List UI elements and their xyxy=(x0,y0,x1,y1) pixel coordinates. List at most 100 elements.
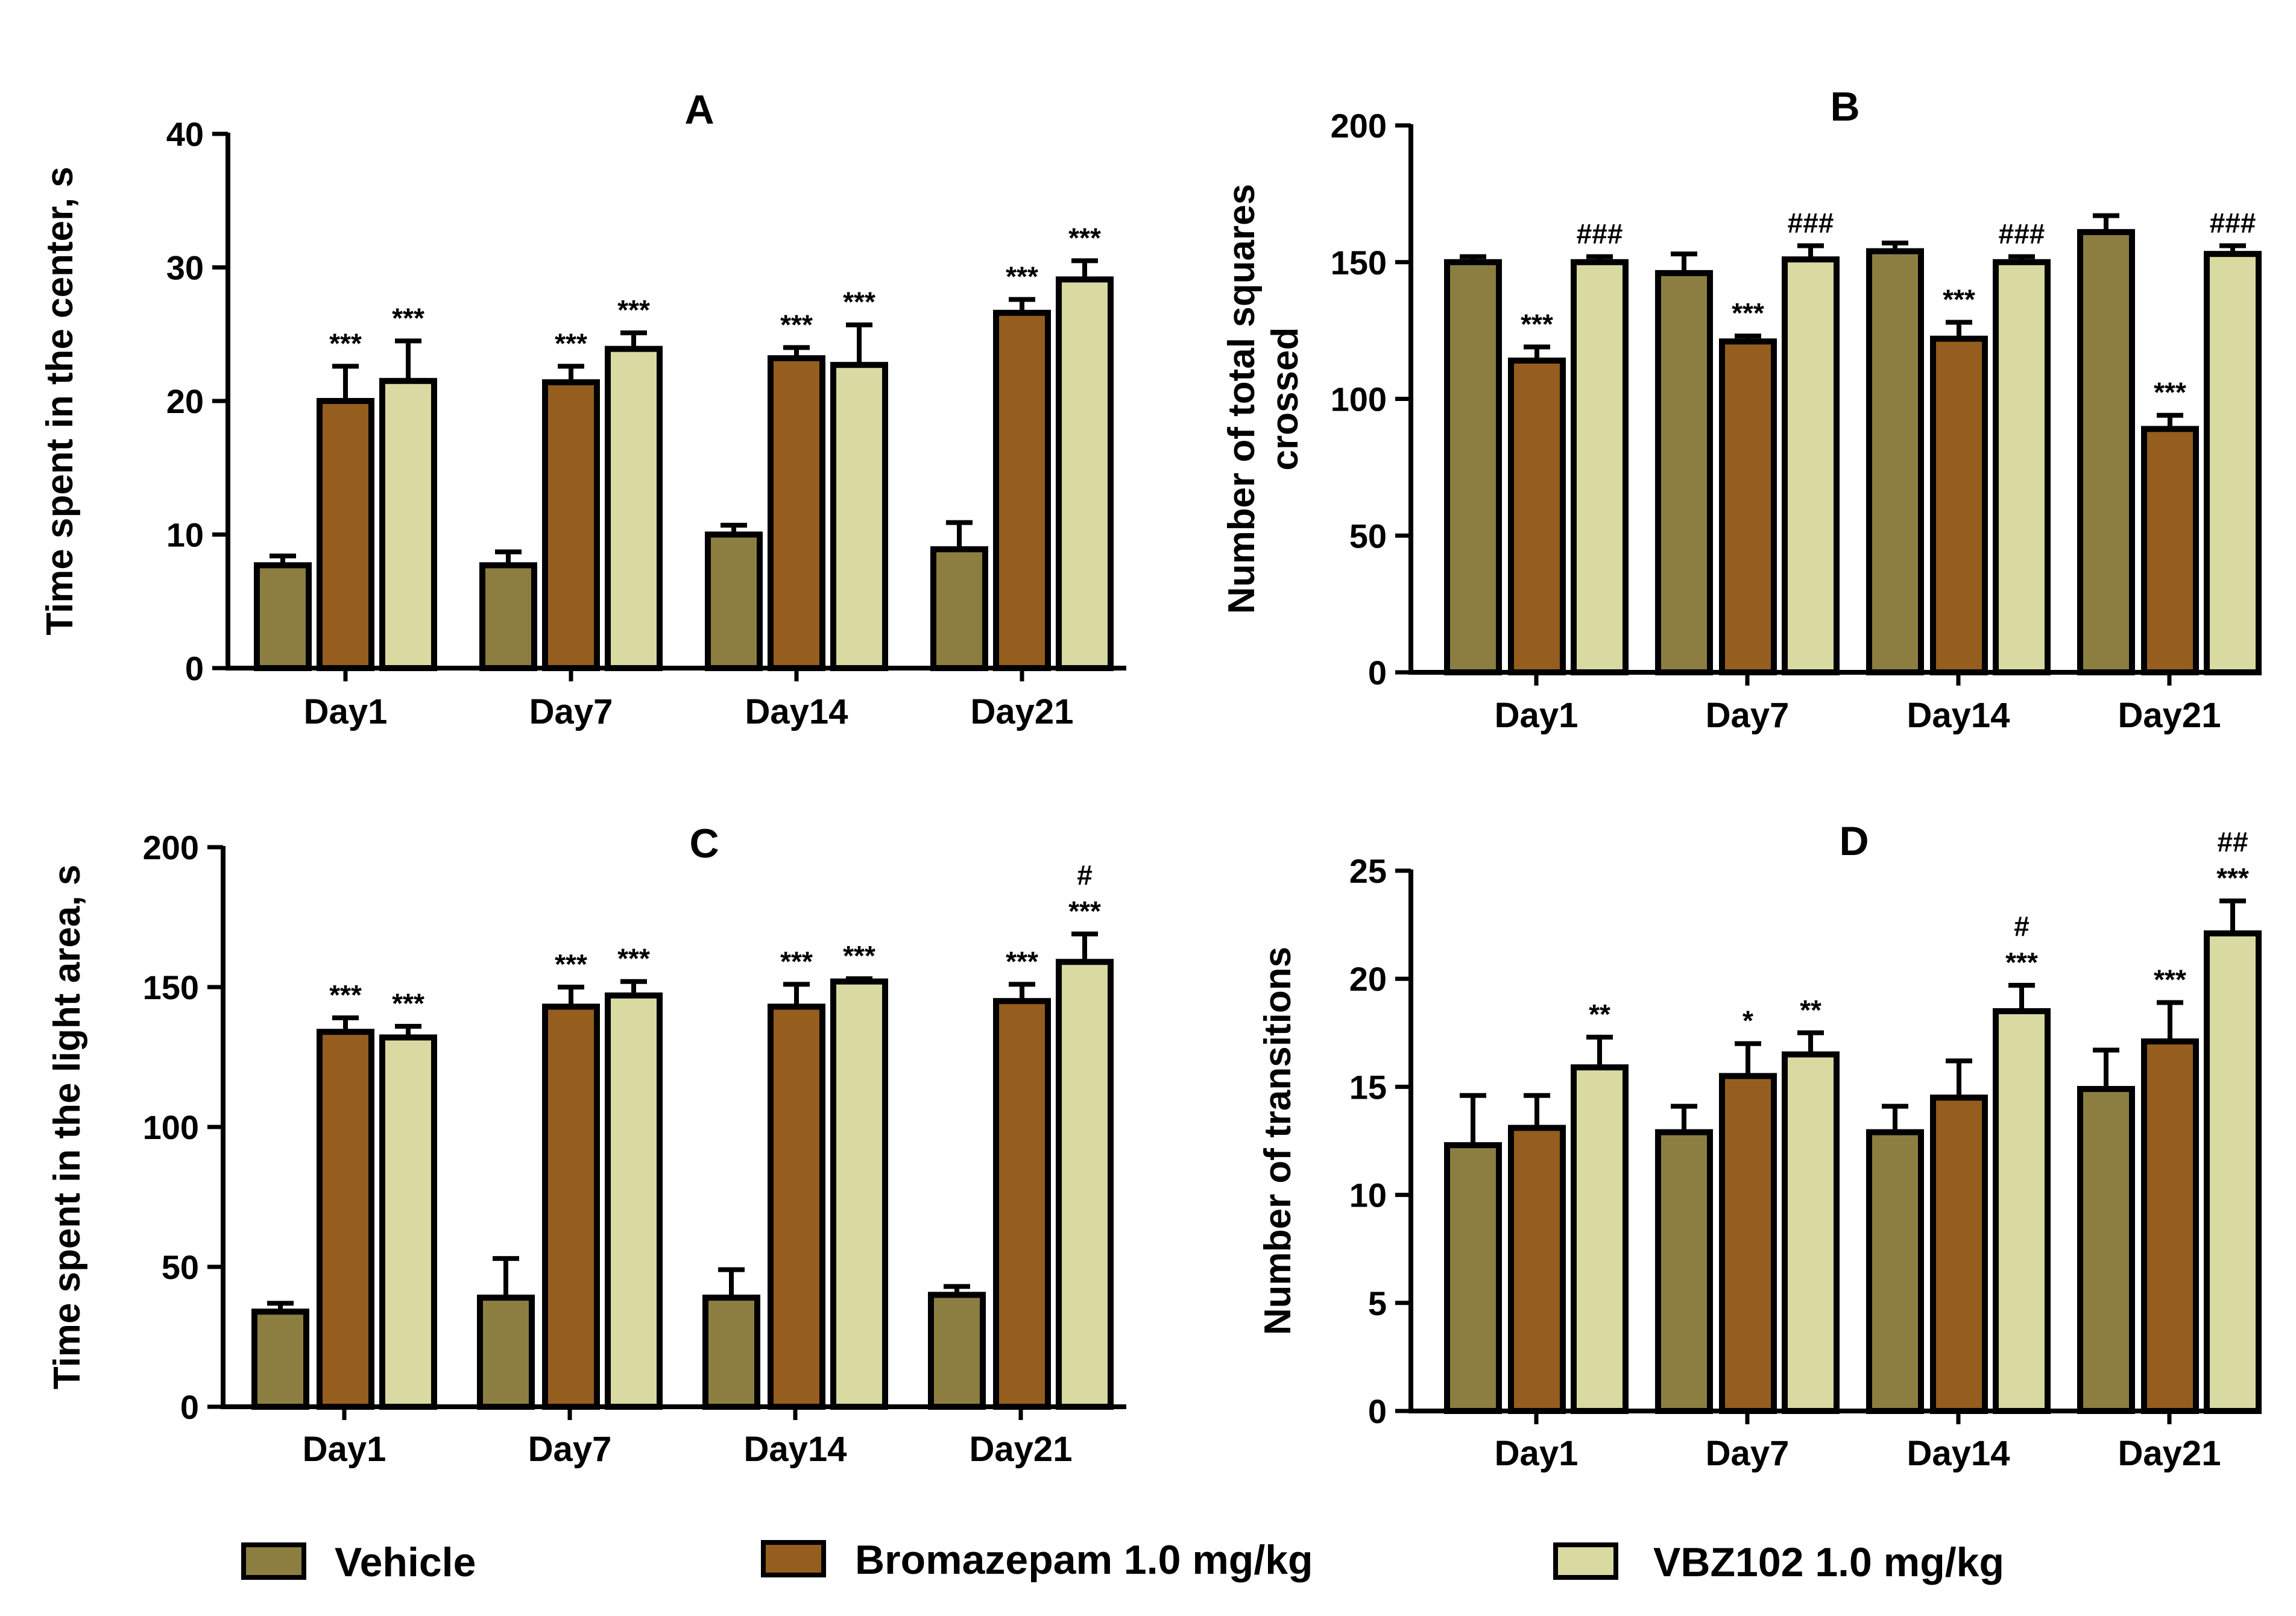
y-axis-title: Time spent in the center, s xyxy=(39,166,81,636)
bar-bromazepam xyxy=(1508,358,1566,675)
y-tick-label: 30 xyxy=(166,249,204,287)
significance-annotation: # xyxy=(2014,911,2030,942)
bar-vbz102 xyxy=(2204,930,2262,1415)
bar-vehicle xyxy=(930,546,988,671)
significance-annotation: # xyxy=(1077,859,1093,891)
bar-vbz102 xyxy=(830,978,888,1410)
significance-annotation: ## xyxy=(2217,826,2248,857)
x-tick-label: Day1 xyxy=(1495,1434,1578,1473)
bar-vehicle xyxy=(1444,1142,1502,1414)
bar-bromazepam xyxy=(317,1029,374,1410)
y-tick-label: 10 xyxy=(1349,1176,1387,1214)
x-tick-label: Day7 xyxy=(528,1430,612,1469)
significance-annotation: ** xyxy=(1800,994,1821,1026)
bar-vehicle xyxy=(702,1295,760,1410)
bar-vbz102 xyxy=(1993,1008,2051,1414)
significance-annotation: ### xyxy=(1999,218,2045,250)
y-tick-label: 10 xyxy=(166,516,204,554)
y-tick-label: 0 xyxy=(180,1388,199,1426)
chart-panel-b: B Number of total squares crossed 0 50 100 150… xyxy=(1221,84,2262,735)
chart-panel-d: D Number of transitions 0 5 10 15 20 25 Day1 ** Da… xyxy=(1257,818,2262,1473)
bar-vehicle xyxy=(1655,1129,1713,1414)
bar-bromazepam xyxy=(1719,1073,1777,1414)
significance-annotation: *** xyxy=(1006,261,1038,292)
significance-annotation: *** xyxy=(392,302,424,333)
bar-vehicle xyxy=(1866,1129,1924,1414)
significance-annotation: *** xyxy=(329,979,362,1011)
panel-title: C xyxy=(689,821,719,866)
y-tick-label: 20 xyxy=(1349,960,1387,998)
y-tick-label: 200 xyxy=(1331,107,1387,145)
bar-vehicle xyxy=(477,1295,535,1410)
significance-annotation: *** xyxy=(1943,284,1975,315)
bar-vehicle xyxy=(479,562,537,671)
x-tick-label: Day7 xyxy=(1706,696,1790,735)
bar-vbz102 xyxy=(2204,251,2262,675)
significance-annotation: *** xyxy=(780,309,813,340)
bar-vehicle xyxy=(2077,229,2135,675)
bar-bromazepam xyxy=(1719,338,1777,675)
x-tick-label: Day1 xyxy=(1495,696,1578,735)
y-tick-label: 40 xyxy=(166,115,204,153)
x-tick-label: Day14 xyxy=(1907,696,2010,735)
y-tick-label: 50 xyxy=(1349,517,1387,555)
y-tick-label: 5 xyxy=(1368,1284,1387,1322)
y-tick-label: 25 xyxy=(1349,852,1387,890)
bar-vbz102 xyxy=(1056,276,1114,671)
significance-annotation: *** xyxy=(1068,895,1101,927)
y-tick-label: 15 xyxy=(1349,1068,1387,1106)
x-tick-label: Day14 xyxy=(745,692,848,731)
legend-swatch-bromazepam xyxy=(761,1540,826,1577)
y-tick-label: 100 xyxy=(143,1108,199,1146)
bar-bromazepam xyxy=(542,1003,600,1410)
bar-vbz102 xyxy=(1056,959,1114,1410)
significance-annotation: *** xyxy=(2005,947,2038,978)
bar-bromazepam xyxy=(1930,335,1988,675)
significance-annotation: *** xyxy=(555,948,587,980)
significance-annotation: *** xyxy=(1006,945,1038,977)
significance-annotation: *** xyxy=(1068,222,1101,253)
significance-annotation: *** xyxy=(392,988,424,1019)
bar-vbz102 xyxy=(605,992,663,1410)
significance-annotation: ### xyxy=(2210,207,2256,239)
y-tick-label: 20 xyxy=(166,382,204,420)
significance-annotation: *** xyxy=(780,945,813,977)
significance-annotation: *** xyxy=(843,940,875,971)
significance-annotation: *** xyxy=(1521,308,1553,339)
bar-vehicle xyxy=(251,1308,309,1410)
bar-vbz102 xyxy=(1782,256,1840,675)
bar-vehicle xyxy=(705,531,763,671)
x-tick-label: Day1 xyxy=(303,1430,386,1469)
x-tick-label: Day21 xyxy=(971,692,1074,731)
y-axis-title: Number of transitions xyxy=(1257,947,1299,1335)
bar-vbz102 xyxy=(1782,1051,1840,1414)
chart-panel-c: C Time spent in the light area, s 0 50 100 15… xyxy=(46,821,1126,1469)
x-tick-label: Day7 xyxy=(529,692,613,731)
panel-title: D xyxy=(1839,818,1869,864)
bar-vehicle xyxy=(254,562,312,671)
legend: Vehicle Bromazepam 1.0 mg/kg VBZ102 1.0 … xyxy=(241,1537,2004,1585)
significance-annotation: *** xyxy=(555,327,587,359)
x-tick-label: Day21 xyxy=(2118,1434,2221,1473)
bar-vehicle xyxy=(1444,259,1502,675)
x-tick-label: Day14 xyxy=(744,1430,847,1469)
x-tick-label: Day7 xyxy=(1706,1434,1790,1473)
bar-vbz102 xyxy=(1571,259,1629,675)
bar-vehicle xyxy=(1655,270,1713,675)
bar-bromazepam xyxy=(542,379,600,671)
significance-annotation: ** xyxy=(1589,999,1610,1030)
significance-annotation: *** xyxy=(617,294,650,326)
legend-label-bromazepam: Bromazepam 1.0 mg/kg xyxy=(855,1537,1313,1583)
legend-label-vbz102: VBZ102 1.0 mg/kg xyxy=(1653,1539,2004,1585)
bar-bromazepam xyxy=(768,355,825,671)
significance-annotation: *** xyxy=(2154,377,2186,408)
y-tick-label: 200 xyxy=(143,829,199,866)
bar-bromazepam xyxy=(993,309,1051,671)
significance-annotation: * xyxy=(1742,1005,1753,1037)
bar-bromazepam xyxy=(993,998,1051,1410)
y-tick-label: 0 xyxy=(1368,1392,1387,1430)
legend-label-vehicle: Vehicle xyxy=(335,1539,476,1585)
legend-swatch-vbz102 xyxy=(1553,1542,1618,1580)
bar-vbz102 xyxy=(1571,1064,1629,1415)
